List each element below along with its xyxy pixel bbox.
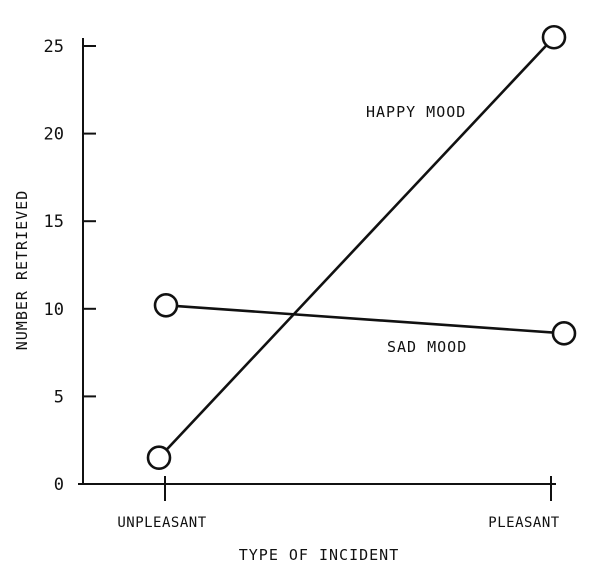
data-point bbox=[153, 292, 179, 318]
x-tick-label: UNPLEASANT bbox=[117, 515, 206, 531]
series-line-sad-mood bbox=[165, 303, 565, 335]
y-tick-label: 5 bbox=[54, 387, 64, 407]
x-tick-label: PLEASANT bbox=[488, 515, 560, 531]
series-label-happy-mood: HAPPY MOOD bbox=[366, 103, 466, 121]
series-group bbox=[146, 24, 577, 471]
y-tick-label: 20 bbox=[44, 125, 64, 145]
series-line-happy-mood bbox=[158, 36, 555, 459]
y-ticks: 0 5 10 15 20 25 bbox=[44, 37, 96, 495]
data-point bbox=[551, 321, 577, 346]
y-tick-label: 25 bbox=[44, 37, 64, 57]
y-axis-title: NUMBER RETRIEVED bbox=[13, 190, 31, 351]
y-tick-label: 10 bbox=[44, 300, 64, 320]
series-label-sad-mood: SAD MOOD bbox=[387, 338, 467, 356]
data-point bbox=[146, 445, 172, 471]
data-point bbox=[541, 24, 567, 50]
x-axis-title: TYPE OF INCIDENT bbox=[239, 546, 400, 564]
y-tick-label: 0 bbox=[54, 475, 64, 495]
axes bbox=[78, 38, 556, 485]
x-ticks: UNPLEASANT PLEASANT bbox=[117, 476, 559, 531]
y-tick-label: 15 bbox=[44, 212, 64, 232]
